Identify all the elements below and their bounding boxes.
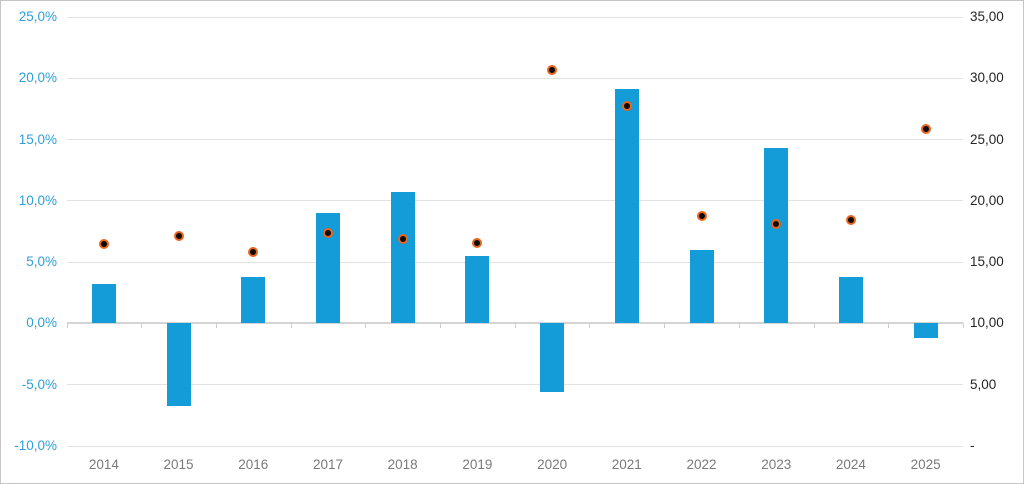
left-axis-tick-label: 25,0%	[18, 9, 57, 24]
gridline	[66, 77, 963, 79]
bar-2014	[91, 284, 116, 324]
left-axis-tick-label: -5,0%	[21, 376, 57, 392]
marker-2020	[547, 64, 558, 75]
gridline	[66, 261, 963, 263]
gridline	[66, 139, 963, 141]
right-axis-tick-label: 10,00	[970, 315, 1004, 331]
axis-tick	[888, 323, 890, 329]
left-axis-tick-label: -10,0%	[14, 438, 57, 453]
axis-tick	[664, 323, 666, 329]
gridline	[66, 384, 963, 386]
axis-tick	[141, 323, 143, 329]
left-axis-tick-label: 5,0%	[26, 254, 57, 270]
x-axis-label: 2017	[312, 457, 343, 472]
x-axis-label: 2020	[537, 457, 568, 472]
x-axis-label: 2022	[686, 457, 717, 472]
x-axis-label: 2014	[88, 457, 119, 472]
bar-2019	[465, 256, 490, 324]
left-axis-tick-label: 0,0%	[26, 315, 57, 331]
bar-2021	[614, 89, 639, 324]
x-axis-label: 2015	[163, 457, 194, 472]
marker-2015	[173, 231, 184, 242]
gridline	[66, 200, 963, 202]
marker-2019	[472, 237, 483, 248]
right-axis-tick-label: 35,00	[970, 9, 1004, 24]
x-axis-label: 2024	[835, 457, 866, 472]
x-axis-label: 2023	[761, 457, 792, 472]
bar-2023	[764, 148, 789, 324]
bar-2015	[166, 323, 191, 406]
left-axis-tick-label: 10,0%	[18, 192, 57, 208]
x-axis-label: 2016	[238, 457, 269, 472]
marker-2014	[98, 238, 109, 249]
bar-2025	[913, 323, 938, 339]
axis-tick	[514, 323, 516, 329]
axis-tick	[589, 323, 591, 329]
marker-2024	[845, 215, 856, 226]
bar-2018	[390, 192, 415, 324]
axis-tick	[440, 323, 442, 329]
bar-2022	[689, 249, 714, 324]
bar-2024	[838, 276, 863, 324]
right-axis-tick-label: 30,00	[970, 70, 1004, 86]
marker-2025	[920, 123, 931, 134]
axis-tick	[963, 323, 964, 329]
axis-tick	[365, 323, 367, 329]
gridline	[66, 445, 963, 447]
marker-2016	[248, 247, 259, 258]
x-axis-label: 2021	[611, 457, 642, 472]
axis-tick	[290, 323, 292, 329]
marker-2021	[621, 101, 632, 112]
x-axis-label: 2018	[387, 457, 418, 472]
marker-2017	[322, 227, 333, 238]
x-axis-label: 2019	[462, 457, 493, 472]
right-axis-tick-label: 5,00	[970, 376, 997, 392]
axis-tick	[215, 323, 217, 329]
right-axis-tick-label: 25,00	[970, 131, 1004, 147]
bar-2016	[241, 276, 266, 324]
right-axis-tick-label: 15,00	[970, 254, 1004, 270]
x-axis-label: 2025	[910, 457, 941, 472]
axis-tick	[738, 323, 740, 329]
marker-2018	[397, 233, 408, 244]
left-axis-tick-label: 15,0%	[18, 131, 57, 147]
bar-2020	[540, 323, 565, 393]
marker-2023	[771, 219, 782, 230]
marker-2022	[696, 210, 707, 221]
right-axis-tick-label: -	[970, 438, 975, 453]
gridline	[66, 16, 963, 18]
axis-tick	[813, 323, 815, 329]
right-axis-tick-label: 20,00	[970, 192, 1004, 208]
axis-tick	[66, 323, 68, 329]
left-axis-tick-label: 20,0%	[18, 70, 57, 86]
